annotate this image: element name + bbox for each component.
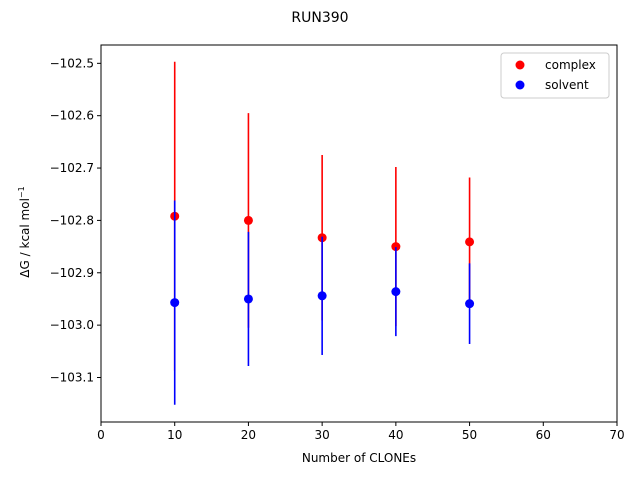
legend-box xyxy=(500,52,610,99)
y-axis-label-main: ΔG / kcal mol xyxy=(18,198,32,278)
series-solvent xyxy=(170,200,475,405)
x-tick-label: 50 xyxy=(462,428,477,442)
y-tick-label: −102.5 xyxy=(50,56,94,70)
x-axis-label: Number of CLONEs xyxy=(302,451,416,465)
x-tick-label: 30 xyxy=(315,428,330,442)
data-point-complex xyxy=(465,237,475,247)
data-point-solvent xyxy=(465,299,475,309)
data-point-solvent xyxy=(391,287,401,297)
chart-title: RUN390 xyxy=(291,10,348,26)
data-point-solvent xyxy=(317,291,327,301)
legend-marker-solvent xyxy=(515,80,525,90)
x-tick-label: 0 xyxy=(97,428,105,442)
axes-frame xyxy=(100,44,618,423)
ticks: 0 10 20 30 40 50 60 70 −102.5 −102.6 −102.7 −102.8 −… xyxy=(50,56,625,442)
x-tick-label: 10 xyxy=(167,428,182,442)
x-tick-label: 40 xyxy=(388,428,403,442)
y-axis-label-superscript: −1 xyxy=(17,186,26,198)
y-axis-label: ΔG / kcal mol−1 xyxy=(17,186,32,277)
data-point-solvent xyxy=(170,298,180,308)
legend: complex solvent xyxy=(500,52,610,99)
y-tick-label: −103.1 xyxy=(50,370,94,384)
data-point-solvent xyxy=(243,294,253,304)
y-tick-label: −102.9 xyxy=(50,266,94,280)
data-point-complex xyxy=(391,242,401,252)
legend-marker-complex xyxy=(515,60,525,70)
y-tick-label: −102.6 xyxy=(50,109,94,123)
y-tick-label: −102.8 xyxy=(50,213,94,227)
legend-label-complex: complex xyxy=(545,58,596,72)
data-point-complex xyxy=(243,215,253,225)
y-tick-label: −102.7 xyxy=(50,161,94,175)
plot-area xyxy=(170,61,475,405)
x-tick-label: 70 xyxy=(609,428,624,442)
y-tick-label: −103.0 xyxy=(50,318,94,332)
legend-label-solvent: solvent xyxy=(545,78,589,92)
x-tick-label: 20 xyxy=(241,428,256,442)
x-tick-label: 60 xyxy=(536,428,551,442)
